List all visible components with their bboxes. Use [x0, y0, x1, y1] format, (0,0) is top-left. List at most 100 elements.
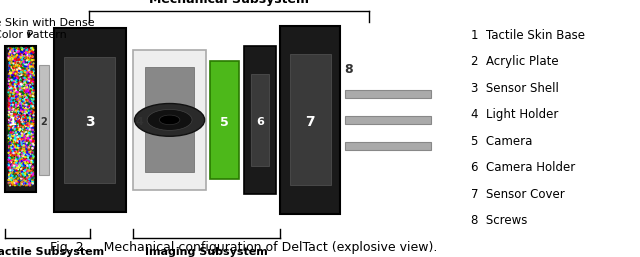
Point	[19, 107, 29, 111]
Point	[8, 73, 18, 77]
Point	[6, 124, 17, 128]
Point	[15, 176, 26, 180]
Point	[22, 66, 32, 70]
Point	[9, 69, 19, 73]
Point	[12, 53, 22, 57]
Point	[6, 103, 17, 107]
Point	[15, 101, 26, 105]
Point	[26, 146, 36, 150]
Point	[21, 160, 31, 164]
Point	[19, 89, 29, 93]
Point	[7, 126, 17, 130]
Point	[4, 179, 14, 183]
Point	[12, 69, 22, 74]
Point	[11, 135, 21, 139]
Point	[5, 117, 15, 121]
Point	[18, 117, 28, 121]
Point	[15, 88, 26, 93]
Point	[27, 72, 37, 76]
Point	[9, 131, 19, 135]
Point	[25, 136, 35, 140]
Point	[7, 72, 17, 77]
Point	[28, 166, 38, 170]
Point	[10, 67, 20, 71]
Point	[19, 108, 29, 113]
Point	[12, 93, 22, 97]
Point	[10, 158, 20, 162]
Point	[26, 150, 36, 154]
Point	[17, 53, 27, 57]
Point	[26, 148, 36, 152]
Point	[16, 100, 26, 104]
Point	[5, 86, 15, 90]
Point	[17, 131, 27, 135]
Point	[22, 168, 32, 172]
Point	[9, 182, 19, 187]
Point	[5, 112, 15, 116]
Point	[15, 77, 25, 81]
Point	[13, 53, 23, 57]
Point	[6, 153, 16, 157]
Point	[26, 172, 36, 176]
Point	[7, 99, 17, 104]
Point	[19, 152, 29, 156]
Point	[8, 90, 18, 95]
Text: 1  Tactile Skin Base: 1 Tactile Skin Base	[470, 29, 585, 42]
Point	[10, 148, 20, 152]
Point	[28, 67, 38, 71]
Point	[26, 76, 36, 80]
Point	[18, 178, 28, 182]
Point	[13, 57, 23, 61]
Point	[28, 135, 38, 139]
Point	[25, 61, 35, 65]
Point	[3, 127, 13, 131]
Point	[17, 127, 28, 131]
Point	[5, 53, 15, 57]
Point	[13, 86, 23, 90]
Point	[17, 54, 27, 58]
Point	[21, 109, 31, 113]
Point	[13, 74, 24, 78]
Point	[10, 151, 20, 155]
Point	[24, 163, 35, 167]
Point	[7, 92, 17, 96]
Point	[12, 119, 22, 123]
Point	[6, 91, 17, 96]
Point	[28, 94, 38, 98]
Point	[15, 106, 25, 110]
Point	[19, 182, 29, 187]
Point	[24, 74, 34, 78]
Point	[28, 103, 38, 107]
Point	[24, 79, 35, 83]
Point	[19, 89, 29, 93]
Point	[13, 104, 24, 108]
Point	[17, 154, 28, 158]
Point	[19, 159, 29, 163]
Point	[16, 82, 26, 86]
Point	[16, 124, 26, 128]
Point	[6, 78, 16, 82]
Point	[28, 67, 38, 71]
Point	[29, 74, 39, 78]
Point	[7, 92, 17, 96]
Point	[26, 78, 36, 82]
Point	[13, 166, 24, 170]
Point	[28, 58, 38, 62]
Point	[22, 158, 32, 162]
Point	[25, 182, 35, 186]
Point	[15, 138, 25, 142]
Point	[7, 47, 17, 51]
Point	[9, 179, 19, 183]
Point	[13, 147, 23, 151]
Point	[28, 109, 38, 114]
Point	[6, 54, 17, 58]
Point	[26, 132, 36, 136]
Point	[22, 177, 33, 181]
Point	[12, 126, 22, 130]
Point	[10, 100, 20, 104]
Point	[8, 80, 19, 84]
Point	[4, 125, 15, 130]
Point	[12, 82, 22, 86]
Point	[24, 134, 35, 138]
Point	[17, 59, 28, 63]
